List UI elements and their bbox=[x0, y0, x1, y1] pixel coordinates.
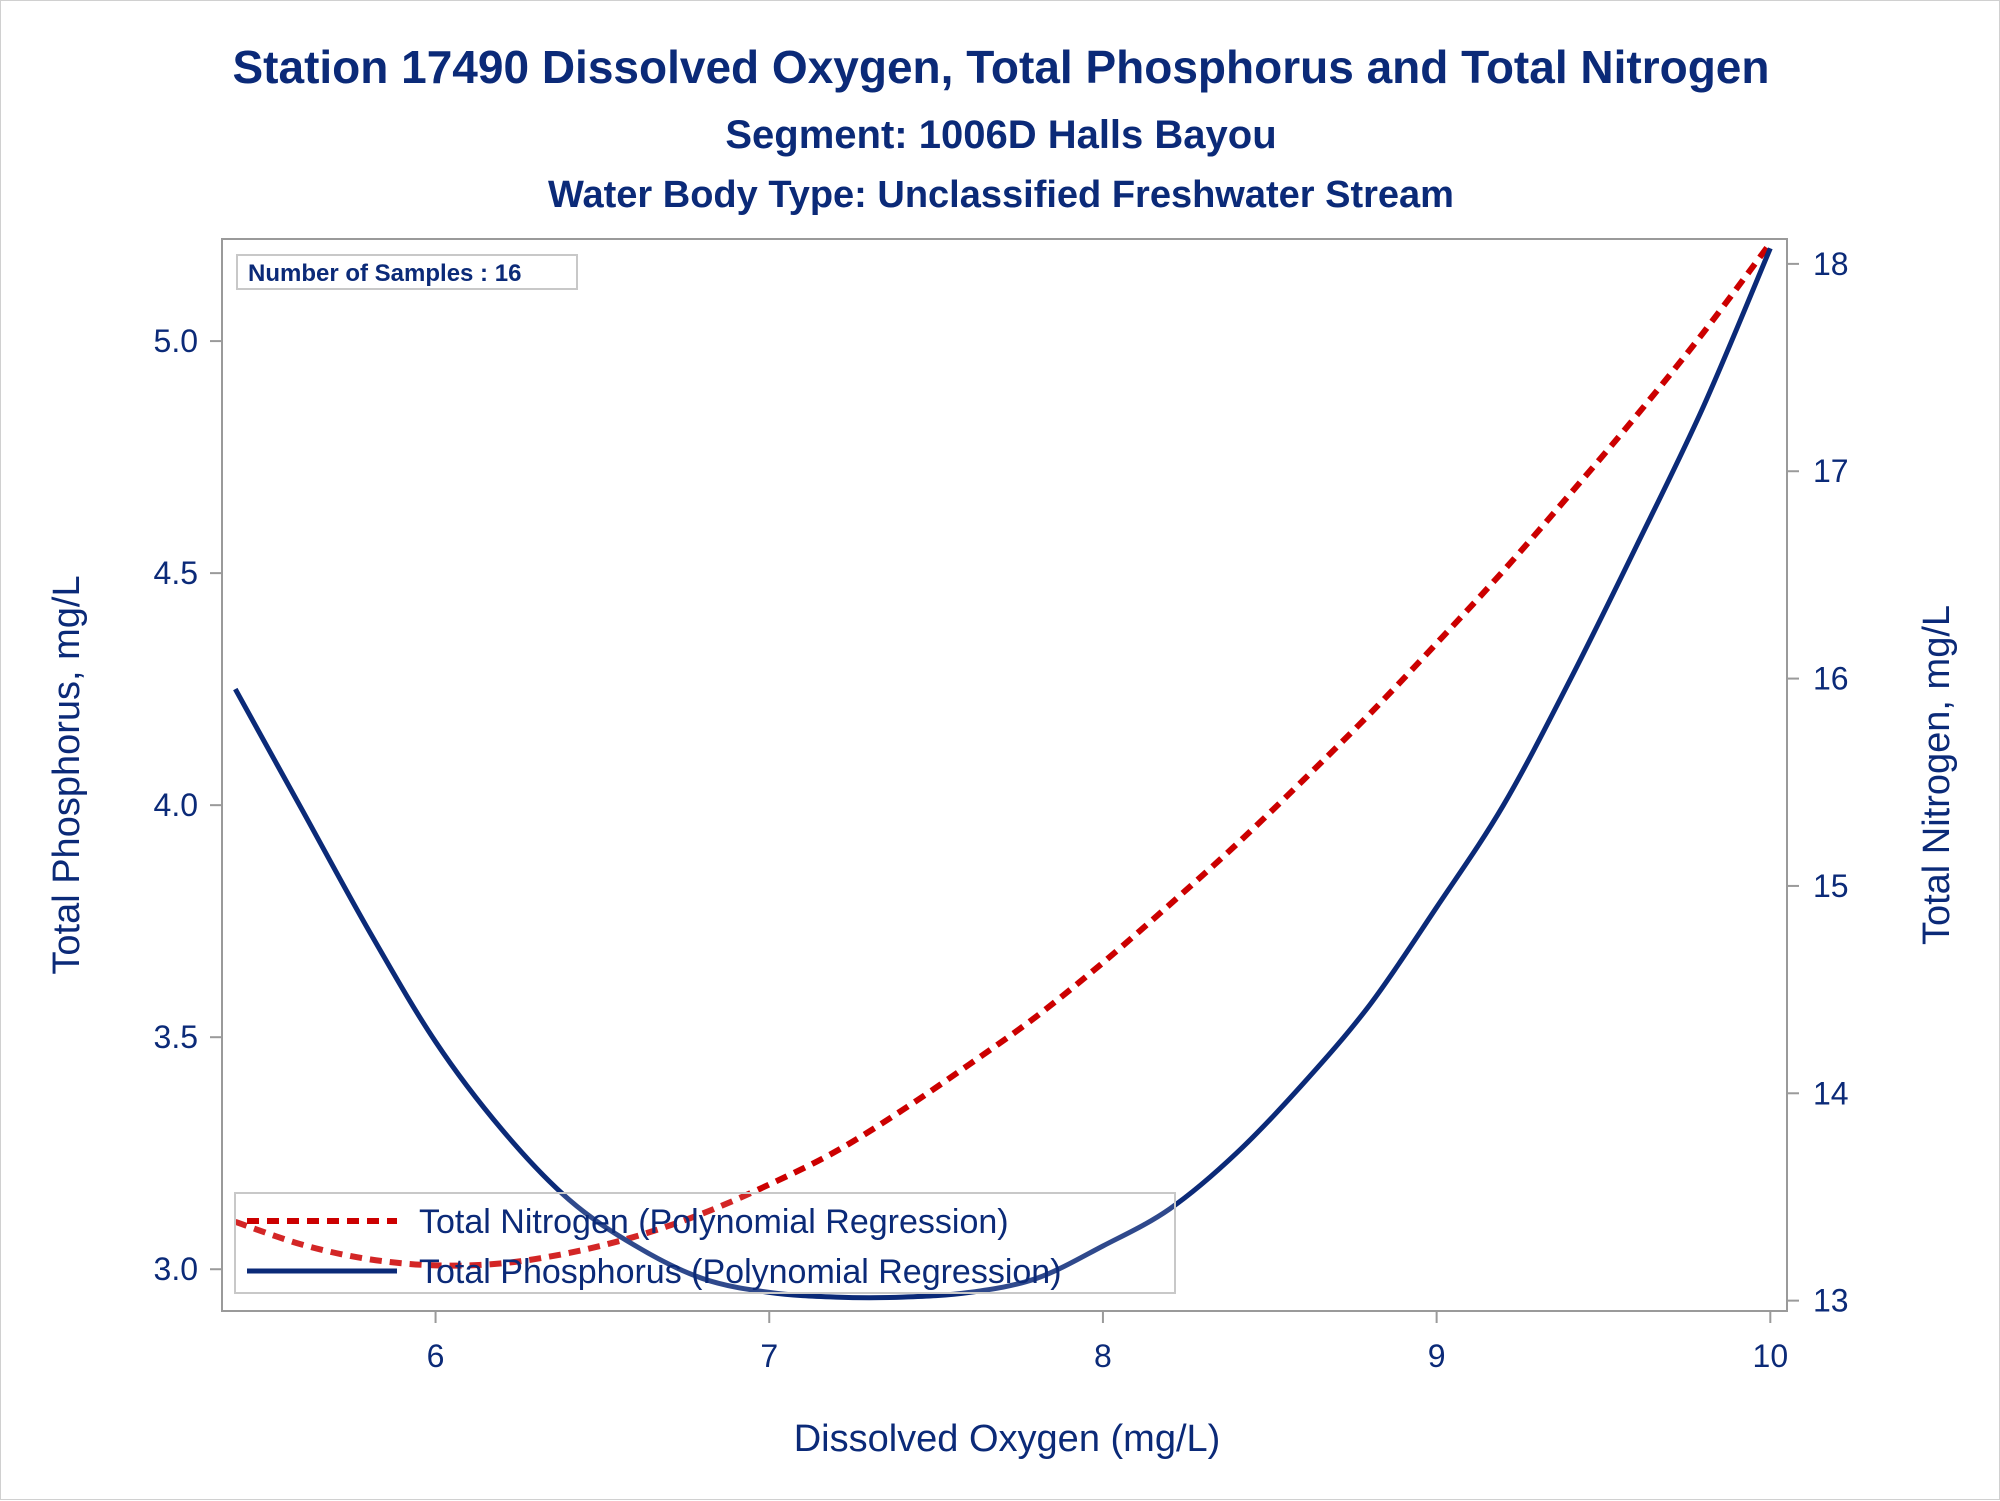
x-tick-label: 7 bbox=[760, 1338, 778, 1374]
x-tick-label: 9 bbox=[1428, 1338, 1446, 1374]
y-tick-label: 3.0 bbox=[154, 1251, 198, 1287]
y2-axis-label: Total Nitrogen, mg/L bbox=[1916, 605, 1958, 945]
y-tick-label: 5.0 bbox=[154, 323, 198, 359]
x-tick-label: 8 bbox=[1094, 1338, 1112, 1374]
x-axis-label: Dissolved Oxygen (mg/L) bbox=[794, 1418, 1221, 1460]
y2-tick-label: 17 bbox=[1813, 453, 1849, 489]
y2-tick-label: 16 bbox=[1813, 661, 1849, 697]
x-tick-label: 6 bbox=[427, 1338, 445, 1374]
chart-subtitle: Segment: 1006D Halls Bayou bbox=[725, 113, 1276, 157]
inset-box bbox=[236, 254, 578, 290]
legend-label-nitrogen: Total Nitrogen (Polynomial Regression) bbox=[419, 1203, 1009, 1241]
y-axis-right: 13 14 15 16 17 18 bbox=[1787, 246, 1849, 1319]
plot-area bbox=[221, 238, 1788, 1312]
legend-box bbox=[234, 1192, 1176, 1294]
sample-count-inset: Number of Samples : 16 bbox=[236, 254, 578, 290]
y-tick-label: 4.0 bbox=[154, 787, 198, 823]
legend-label-phosphorus: Total Phosphorus (Polynomial Regression) bbox=[419, 1253, 1062, 1291]
y2-tick-label: 13 bbox=[1813, 1283, 1849, 1319]
y-tick-label: 4.5 bbox=[154, 555, 198, 591]
x-axis: 6 7 8 9 10 bbox=[427, 1311, 1788, 1374]
series-line-nitrogen bbox=[234, 241, 1773, 1269]
y-axis-left: 3.0 3.5 4.0 4.5 5.0 bbox=[154, 323, 222, 1287]
series-line-phosphorus bbox=[233, 247, 1773, 1301]
y2-tick-label: 18 bbox=[1813, 246, 1849, 282]
chart-title: Station 17490 Dissolved Oxygen, Total Ph… bbox=[232, 41, 1769, 93]
y2-tick-label: 15 bbox=[1813, 868, 1849, 904]
inset-label: Number of Samples : 16 bbox=[248, 260, 521, 287]
legend: Total Nitrogen (Polynomial Regression) T… bbox=[234, 1192, 1176, 1294]
chart-subtitle-2: Water Body Type: Unclassified Freshwater… bbox=[548, 174, 1454, 216]
x-tick-label: 10 bbox=[1753, 1338, 1789, 1374]
series-layer bbox=[233, 241, 1773, 1301]
y-axis-label: Total Phosphorus, mg/L bbox=[46, 575, 88, 974]
y-tick-label: 3.5 bbox=[154, 1019, 198, 1055]
y2-tick-label: 14 bbox=[1813, 1075, 1849, 1111]
